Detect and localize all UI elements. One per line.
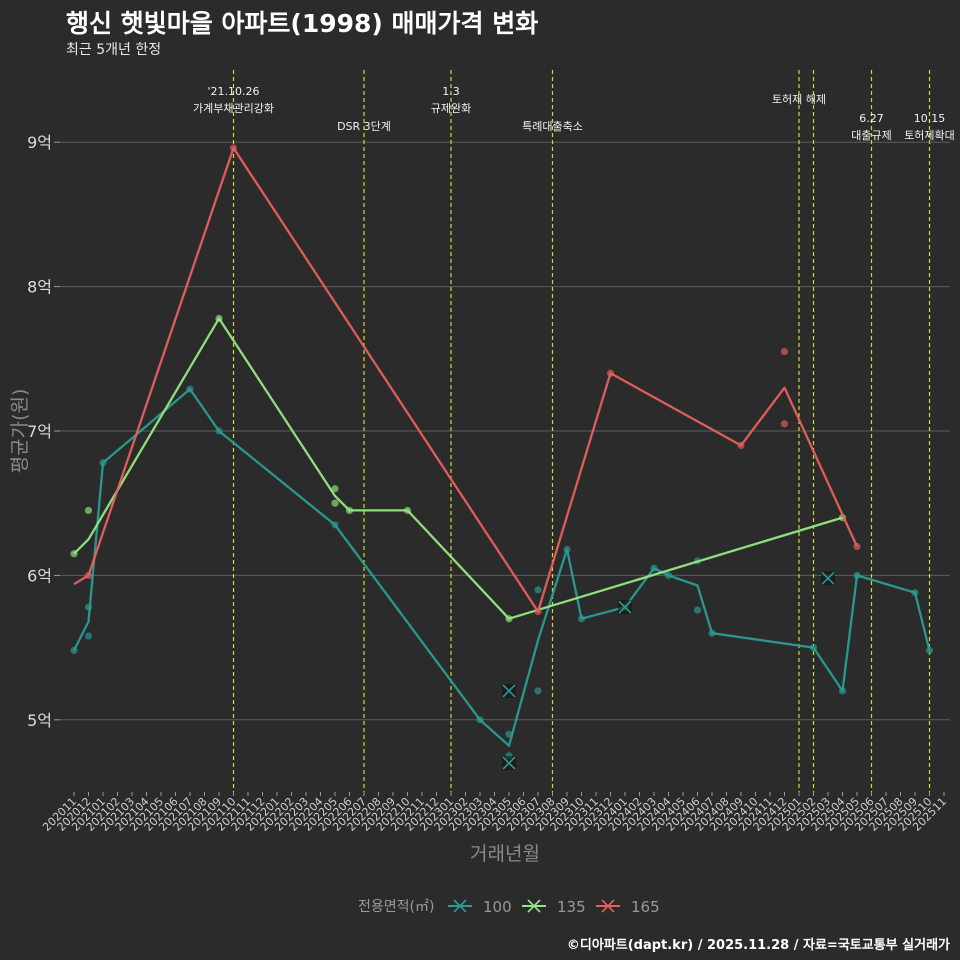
y-axis-title: 평균가(원) — [9, 389, 31, 474]
legend-layer: 전용면적(㎡) 100 135 165 — [358, 898, 660, 916]
y-tick-label: 5억 — [27, 711, 52, 730]
data-point-100 — [925, 646, 934, 655]
cancelled-mark — [821, 571, 835, 585]
data-point-100 — [577, 615, 586, 623]
data-point-100 — [534, 586, 542, 594]
data-point-165 — [534, 607, 542, 616]
data-point-135 — [84, 506, 93, 515]
data-point-100 — [693, 606, 702, 614]
legend-x — [527, 899, 541, 913]
data-point-165 — [84, 571, 93, 580]
series-line-100 — [72, 387, 931, 747]
cancel-x-stroke — [502, 684, 516, 698]
data-point-100 — [186, 385, 194, 393]
x-axis-title: 거래년월 — [470, 843, 540, 865]
data-point-100 — [534, 687, 542, 695]
cancelled-mark — [502, 756, 516, 770]
event-label: 토허제 해제 — [772, 92, 826, 106]
legend-item-100: 100 — [448, 898, 512, 916]
event-label: 규제완화 — [431, 102, 471, 115]
data-point-100 — [650, 564, 658, 572]
legend-item-165: 165 — [596, 898, 660, 916]
data-point-100 — [809, 644, 818, 652]
event-label: 토허제확대 — [904, 129, 955, 142]
data-point-135 — [215, 314, 223, 322]
data-point-100 — [664, 571, 673, 580]
event-label: DSR 3단계 — [337, 120, 391, 133]
data-point-165 — [606, 369, 615, 377]
series-line-135 — [73, 317, 843, 620]
data-point-100 — [84, 632, 93, 640]
event-label: 1.3 — [442, 85, 460, 98]
data-point-100 — [911, 589, 919, 597]
y-tick-label: 9억 — [27, 133, 52, 152]
y-tick-label: 6억 — [27, 566, 52, 585]
data-point-100 — [853, 571, 861, 580]
cancel-x-stroke — [821, 571, 835, 585]
grid-layer — [60, 141, 950, 721]
source-credit: ©디아파트(dapt.kr) / 2025.11.28 / 자료=국토교통부 실… — [566, 938, 950, 953]
data-point-165 — [229, 144, 238, 152]
axis-layer: 5억6억7억8억9억202011202012202101202102202103… — [9, 133, 949, 865]
legend-title: 전용면적(㎡) — [358, 899, 434, 915]
data-point-165 — [780, 347, 789, 356]
data-point-165 — [737, 441, 745, 450]
event-label: 대출규제 — [851, 129, 891, 142]
legend-x — [601, 899, 615, 913]
data-point-165 — [853, 542, 861, 551]
cancelled-mark — [618, 600, 632, 614]
series-layer — [70, 144, 934, 771]
legend-x — [453, 899, 467, 913]
data-point-135 — [331, 485, 339, 493]
event-label: '21.10.26 — [207, 85, 259, 98]
data-point-100 — [708, 629, 716, 637]
data-point-135 — [505, 615, 513, 623]
event-label: 6.27 — [859, 112, 884, 125]
y-tick-label: 8억 — [27, 278, 52, 297]
event-label: 특례대출축소 — [522, 120, 583, 133]
data-point-135 — [331, 499, 339, 507]
event-label: 가계부채관리강화 — [193, 102, 274, 115]
cancel-x-stroke — [502, 756, 516, 770]
data-point-100 — [99, 459, 107, 467]
data-point-100 — [70, 646, 78, 655]
legend-label: 165 — [631, 898, 660, 916]
data-point-135 — [345, 506, 354, 515]
cancelled-mark — [502, 684, 516, 698]
data-point-135 — [403, 506, 412, 515]
series-line-165 — [73, 146, 859, 613]
data-point-100 — [215, 427, 223, 435]
cancel-x-stroke — [618, 600, 632, 614]
data-point-135 — [70, 550, 78, 558]
chart-title: 행신 햇빛마을 아파트(1998) 매매가격 변화 — [66, 9, 539, 38]
data-point-100 — [331, 521, 339, 529]
legend-item-135: 135 — [522, 898, 586, 916]
data-point-165 — [780, 420, 789, 428]
data-point-100 — [838, 687, 847, 695]
legend-label: 135 — [557, 898, 586, 916]
chart-subtitle: 최근 5개년 한정 — [66, 42, 162, 58]
y-tick-label: 7억 — [27, 422, 52, 441]
event-label: 10.15 — [914, 112, 946, 125]
legend-label: 100 — [483, 898, 512, 916]
data-point-100 — [476, 716, 484, 724]
data-point-100 — [563, 545, 571, 554]
data-point-100 — [84, 603, 93, 611]
data-point-100 — [505, 730, 513, 738]
